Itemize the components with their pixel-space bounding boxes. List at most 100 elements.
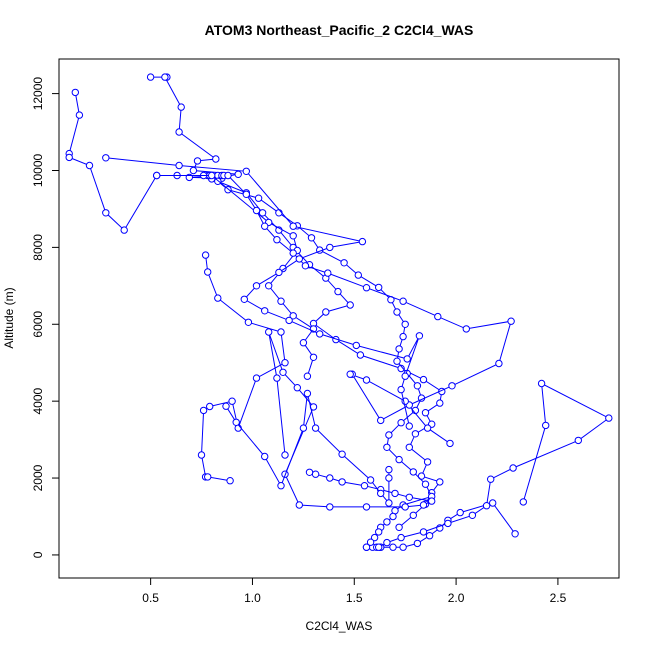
data-point (65, 153, 73, 162)
data-point (146, 73, 155, 81)
data-point (275, 268, 283, 277)
series-7 (102, 154, 424, 430)
y-axis-label: Altitude (m) (2, 287, 16, 348)
series-layer (65, 73, 613, 551)
data-point (299, 339, 308, 347)
data-point (334, 287, 342, 296)
data-point (456, 508, 464, 517)
y-tick-label: 6000 (31, 311, 45, 338)
data-point (189, 166, 198, 175)
data-point (226, 477, 234, 485)
data-point (293, 384, 301, 392)
data-point (425, 532, 434, 540)
x-tick-label: 1.0 (244, 591, 261, 605)
data-point (446, 439, 454, 448)
data-point (423, 424, 432, 432)
data-point (289, 222, 297, 230)
data-point (281, 359, 289, 367)
series-4 (65, 88, 318, 380)
data-point (421, 409, 430, 417)
data-point (495, 359, 503, 368)
series-line (156, 175, 433, 548)
x-tick-label: 1.5 (346, 591, 363, 605)
data-point (397, 385, 405, 394)
data-point (252, 282, 261, 290)
data-point (295, 255, 303, 263)
x-axis: 0.5 1.0 1.5 2.0 2.5 (142, 577, 567, 605)
data-point (448, 382, 456, 390)
data-point (277, 482, 285, 490)
data-point (360, 482, 369, 490)
data-point (419, 375, 428, 384)
data-point (405, 443, 413, 451)
y-tick-label: 4000 (31, 387, 45, 414)
y-tick-label: 12000 (31, 77, 45, 111)
data-point (201, 251, 210, 259)
data-point (377, 489, 385, 498)
data-point (299, 424, 308, 432)
data-point (542, 421, 550, 430)
data-point (397, 364, 405, 373)
series-line (105, 157, 420, 427)
data-point (153, 171, 161, 180)
data-point (393, 308, 401, 316)
data-point (444, 519, 452, 528)
data-point (375, 543, 383, 551)
data-point (175, 128, 183, 136)
data-point (401, 372, 409, 380)
data-point (206, 402, 214, 411)
x-axis-label: C2Cl4_WAS (306, 619, 373, 633)
data-point (468, 511, 477, 519)
data-point (487, 475, 495, 483)
plot-frame (58, 58, 620, 579)
data-point (428, 497, 436, 505)
data-point (277, 328, 285, 336)
data-point (303, 372, 312, 380)
data-point (193, 157, 202, 165)
data-point (389, 512, 397, 521)
data-point (75, 111, 84, 119)
data-point (421, 480, 430, 488)
data-point (175, 161, 183, 170)
data-point (395, 455, 403, 464)
data-point (244, 318, 253, 326)
data-point (383, 443, 391, 451)
data-point (242, 190, 251, 199)
data-point (362, 284, 371, 292)
data-point (273, 374, 281, 382)
data-point (370, 533, 379, 542)
data-point (375, 528, 383, 536)
data-point (507, 317, 515, 325)
data-point (71, 88, 80, 97)
data-point (346, 370, 354, 378)
data-point (228, 397, 236, 405)
data-point (399, 297, 407, 305)
data-point (254, 194, 263, 202)
data-point (358, 237, 367, 246)
data-point (383, 518, 391, 526)
data-point (413, 382, 422, 390)
data-point (397, 533, 405, 542)
data-point (322, 308, 330, 316)
data-point (102, 154, 110, 162)
data-point (346, 301, 354, 309)
series-9 (265, 328, 436, 511)
data-point (161, 73, 169, 81)
series-line (378, 382, 610, 548)
series-1 (146, 73, 446, 531)
series-line (68, 92, 315, 377)
data-point (273, 236, 281, 244)
data-point (240, 295, 249, 303)
y-tick-label: 0 (31, 551, 45, 558)
data-point (436, 478, 444, 486)
data-point (519, 498, 527, 506)
data-point (340, 259, 348, 267)
data-point (224, 171, 232, 180)
data-point (411, 430, 420, 438)
data-point (199, 406, 208, 415)
data-point (305, 468, 314, 476)
data-point (385, 431, 393, 439)
data-point (281, 451, 289, 459)
data-point (252, 206, 261, 215)
